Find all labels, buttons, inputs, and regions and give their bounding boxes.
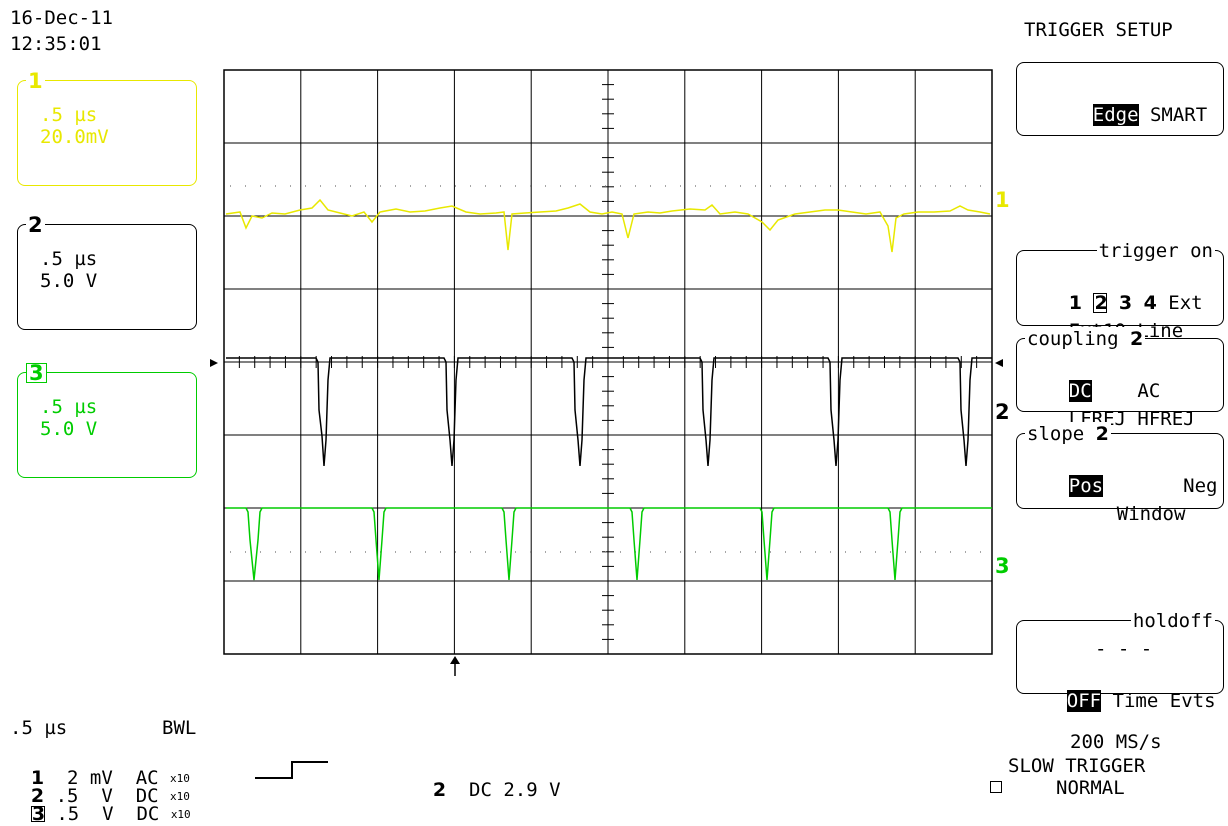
status-row-1-unit: mV: [89, 767, 113, 789]
status-bwl: BWL: [162, 717, 197, 739]
status-row-3-probe: x10: [170, 807, 191, 821]
time-display: 12:35:01: [10, 33, 102, 55]
scope-display: [210, 69, 1003, 779]
trigger-mode: NORMAL: [1056, 777, 1125, 799]
date-display: 16-Dec-11: [10, 7, 113, 29]
coupling-channel: 2: [1129, 328, 1144, 350]
channel-2-trace: [226, 357, 992, 467]
status-row-3-val: .5: [56, 803, 80, 825]
status-row-3-coupling: DC: [136, 803, 160, 825]
status-row-1-coupling: AC: [135, 767, 159, 789]
status-row-1-val: 2: [67, 767, 79, 789]
coupling-title-text: coupling: [1027, 328, 1119, 350]
holdoff-title: holdoff: [1130, 609, 1215, 633]
trigger-type-box[interactable]: Edge SMART: [1016, 62, 1224, 136]
trigger-source-3[interactable]: 3: [1118, 292, 1133, 314]
channel-2-scale: 5.0 V: [40, 270, 98, 292]
channel-3-label: 3: [26, 363, 47, 384]
channel-1-trace: [225, 198, 991, 253]
channel-2-timebase: .5 µs: [40, 248, 98, 270]
trigger-level-readout: 2 DC 2.9 V: [410, 754, 561, 802]
holdoff-evts[interactable]: Evts: [1169, 690, 1216, 712]
status-row-1-probe: x10: [170, 771, 190, 785]
channel-1-scale: 20.0mV: [40, 126, 109, 148]
graticule: [223, 69, 993, 655]
slope-neg[interactable]: Neg: [1183, 475, 1218, 497]
channel-1-timebase: .5 µs: [40, 104, 98, 126]
status-row-1-ch: 1: [30, 767, 45, 789]
holdoff-off[interactable]: OFF: [1066, 690, 1102, 712]
trigger-level-value: DC 2.9 V: [469, 779, 561, 801]
trigger-on-box[interactable]: trigger on 1 2 3 4 Ext Ext10 Line: [1016, 239, 1224, 342]
channel-1-label: 1: [26, 69, 45, 93]
trigger-level-marker-right: [995, 359, 1003, 367]
channel-3-trace-marker: 3: [995, 554, 1010, 578]
slope-title: slope 2: [1025, 422, 1111, 446]
channel-3-trace: [226, 507, 992, 581]
channel-2-trace-marker: 2: [995, 400, 1010, 424]
coupling-hfrej[interactable]: HFREJ: [1137, 408, 1195, 430]
slope-pos[interactable]: Pos: [1068, 475, 1104, 497]
channel-2-box[interactable]: 2 .5 µs 5.0 V: [17, 213, 197, 330]
menu-title: TRIGGER SETUP: [1024, 19, 1173, 41]
trigger-status: SLOW TRIGGER: [1008, 755, 1146, 777]
slope-box[interactable]: slope 2 Pos Neg Window: [1016, 422, 1224, 525]
slope-title-text: slope: [1027, 423, 1085, 445]
channel-1-box[interactable]: 1 .5 µs 20.0mV: [17, 69, 197, 186]
coupling-dc[interactable]: DC: [1068, 380, 1092, 402]
channel-3-timebase: .5 µs: [40, 396, 98, 418]
trigger-source-1[interactable]: 1: [1068, 292, 1082, 314]
slope-window[interactable]: Window: [1116, 503, 1186, 525]
channel-1-trace-marker: 1: [995, 188, 1010, 212]
trigger-type-edge[interactable]: Edge: [1092, 104, 1139, 126]
coupling-ac[interactable]: AC: [1137, 380, 1161, 402]
trigger-level-channel: 2: [432, 779, 447, 801]
coupling-title: coupling 2: [1025, 327, 1146, 351]
holdoff-value: - - -: [1095, 638, 1153, 660]
trigger-time-arrow: [450, 656, 460, 664]
trigger-mode-checkbox[interactable]: [990, 781, 1002, 793]
trigger-edge-icon: [255, 761, 328, 779]
status-row-3-unit: V: [102, 803, 114, 825]
trigger-source-line[interactable]: Line: [1137, 320, 1184, 342]
channel-3-box[interactable]: 3 .5 µs 5.0 V: [17, 363, 197, 478]
status-row-2-probe: x10: [170, 789, 190, 803]
slope-channel: 2: [1095, 423, 1109, 445]
trigger-source-ext[interactable]: Ext: [1168, 292, 1203, 314]
trigger-source-4[interactable]: 4: [1143, 292, 1157, 314]
status-timebase: .5 µs: [10, 717, 68, 739]
trigger-level-marker-left: [210, 359, 218, 367]
trigger-on-title: trigger on: [1096, 239, 1215, 263]
trigger-source-2[interactable]: 2: [1093, 292, 1108, 314]
channel-2-label: 2: [26, 213, 45, 237]
channel-3-scale: 5.0 V: [40, 418, 98, 440]
coupling-box[interactable]: coupling 2 DC AC LFREJ HFREJ: [1016, 327, 1224, 430]
trigger-type-smart[interactable]: SMART: [1149, 104, 1208, 126]
status-row-3: 3 .5 V DC x10: [8, 778, 191, 826]
sample-rate: 200 MS/s: [1070, 731, 1162, 753]
status-row-3-ch: 3: [30, 803, 46, 825]
status-row-2-unit: V: [101, 785, 113, 807]
holdoff-time[interactable]: Time: [1112, 690, 1159, 712]
status-row-1: 1 2 mV AC x10: [8, 742, 190, 790]
holdoff-box[interactable]: holdoff - - - OFF Time Evts: [1016, 609, 1224, 712]
